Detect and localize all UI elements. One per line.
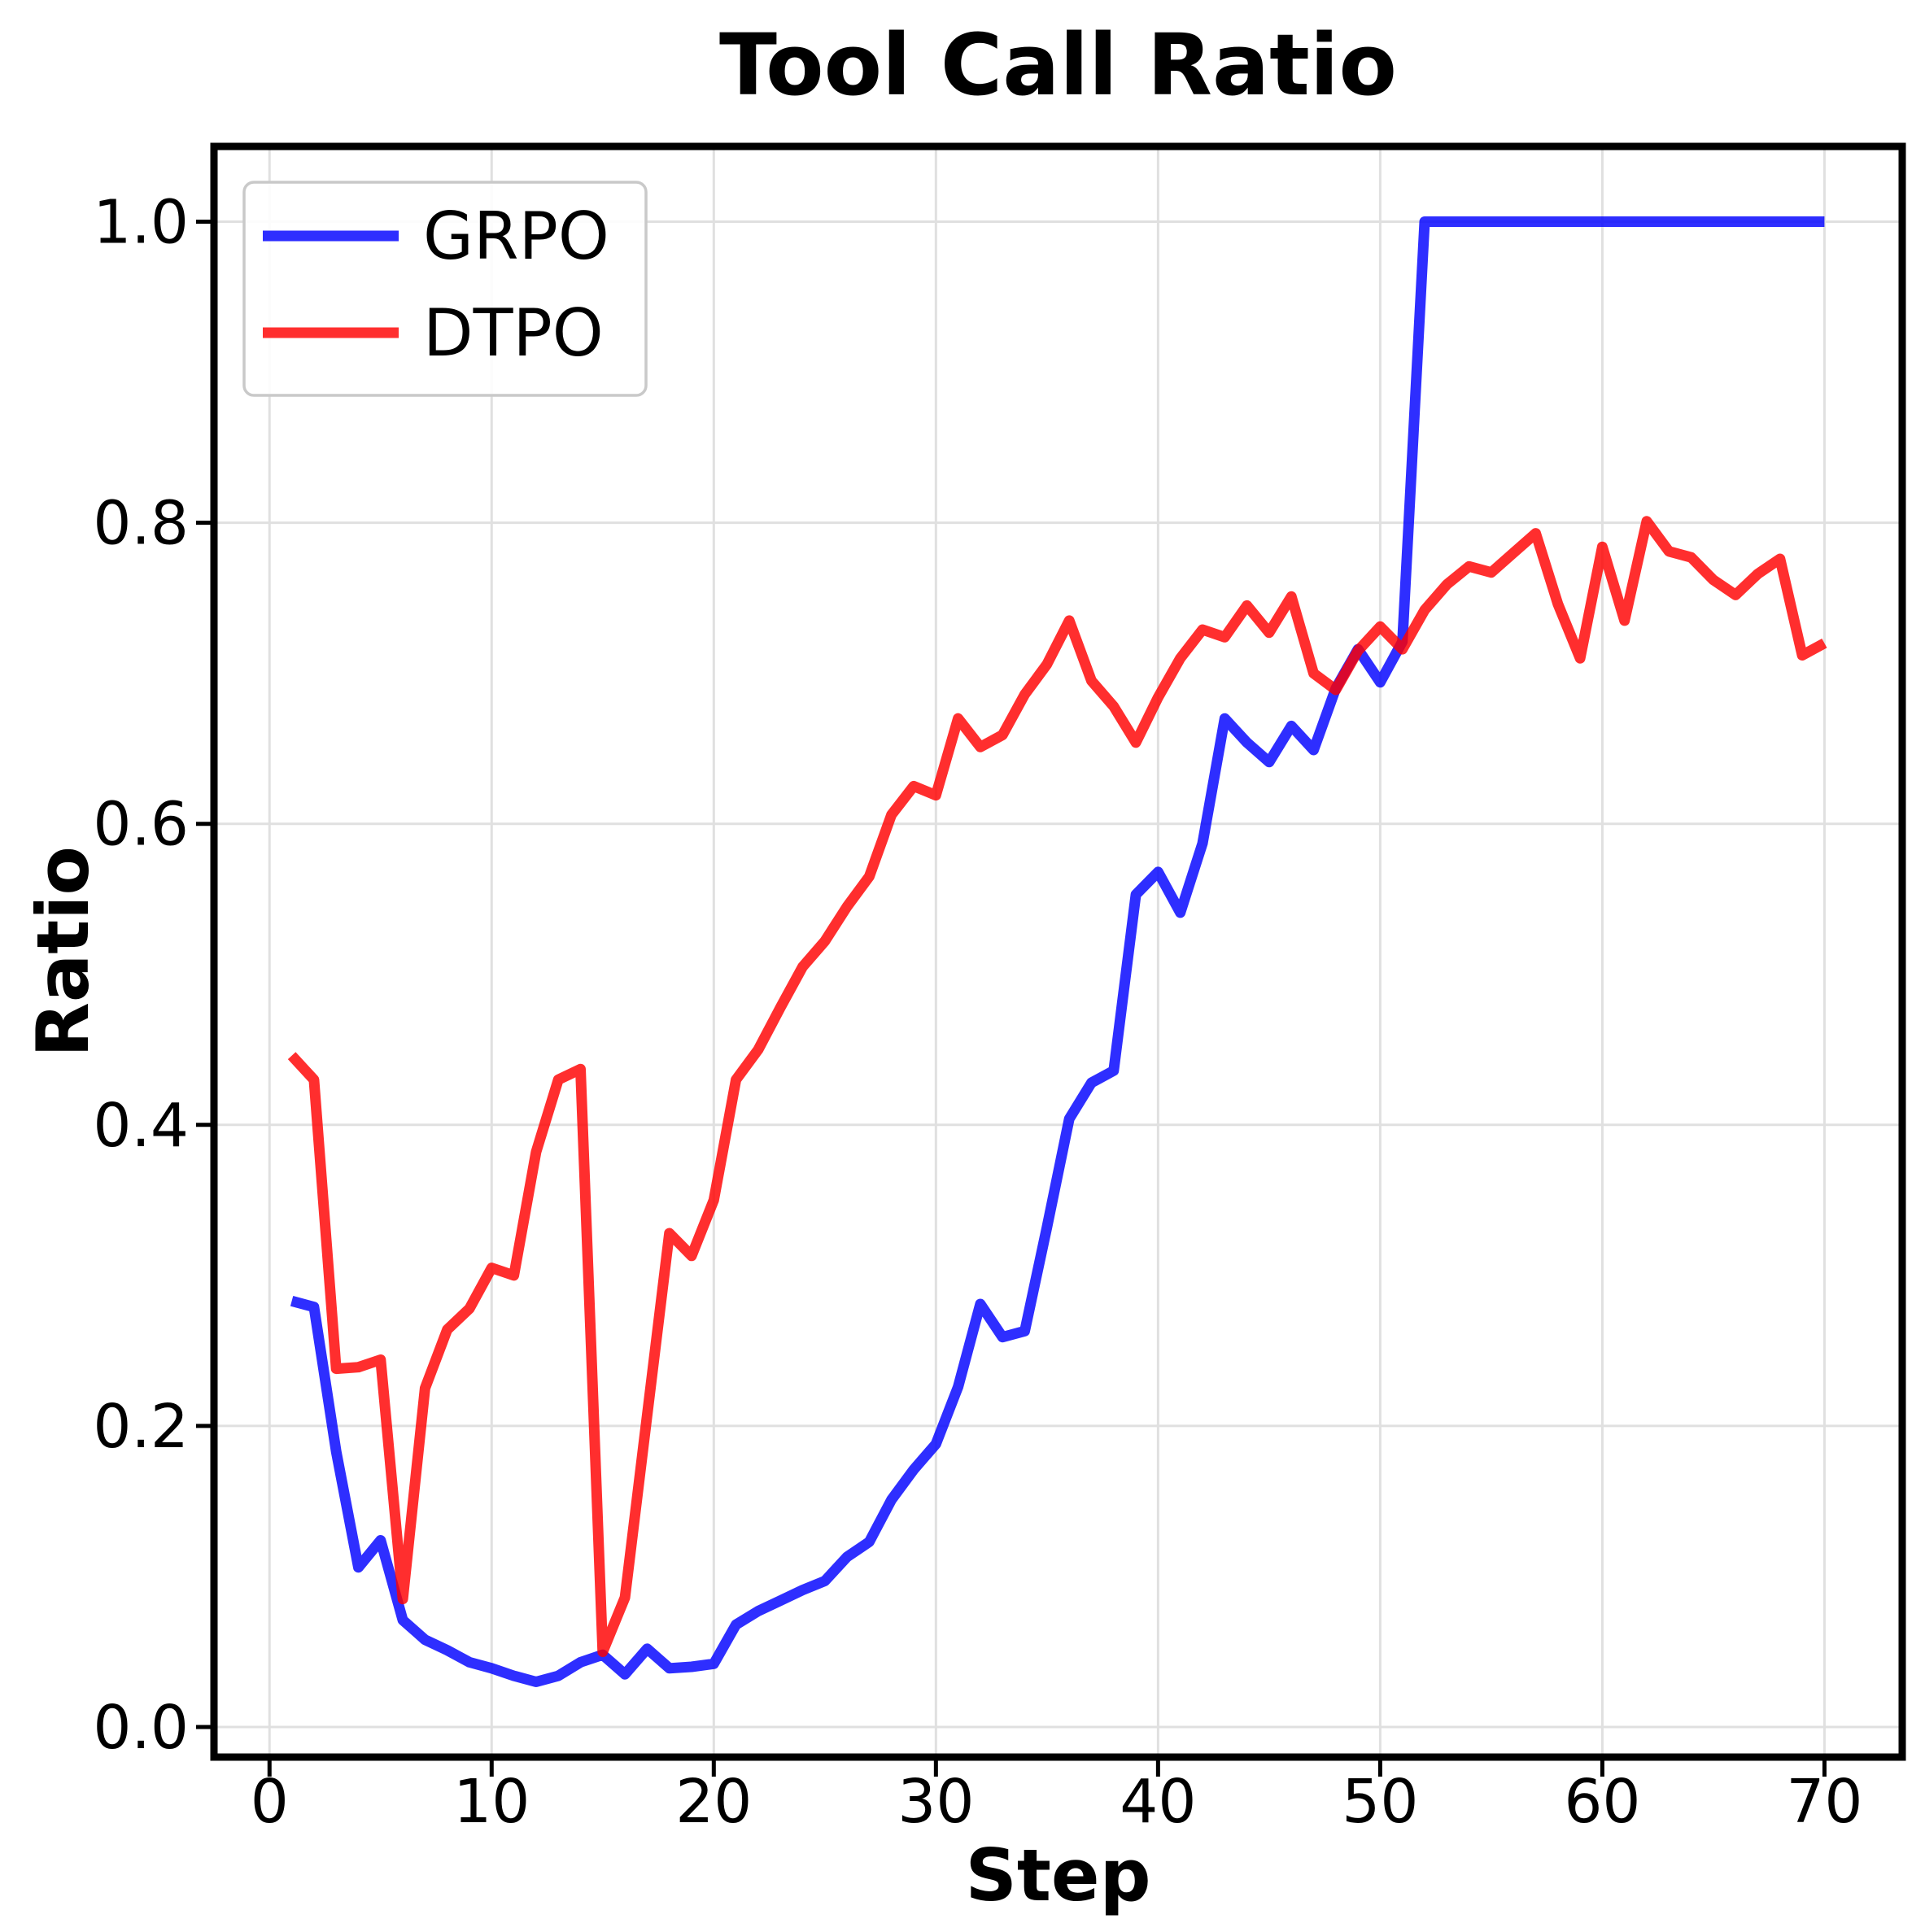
y-tick-label: 0.8 [93, 489, 189, 559]
y-tick-label: 0.2 [93, 1392, 189, 1462]
x-tick-label: 20 [675, 1767, 752, 1837]
x-tick-label: 60 [1564, 1767, 1640, 1837]
y-tick-label: 0.4 [93, 1091, 189, 1161]
x-tick-label: 10 [453, 1767, 530, 1837]
x-tick-label: 40 [1120, 1767, 1196, 1837]
x-tick-label: 30 [897, 1767, 974, 1837]
x-axis-label: Step [965, 1834, 1151, 1917]
y-tick-label: 1.0 [93, 188, 189, 258]
y-tick-label: 0.0 [93, 1693, 189, 1763]
legend-label-grpo: GRPO [423, 198, 609, 274]
y-axis-label: Ratio [21, 846, 105, 1058]
x-tick-label: 50 [1342, 1767, 1418, 1837]
axes-frame [210, 142, 1906, 1761]
legend-label-dtpo: DTPO [423, 295, 604, 371]
series-line-dtpo [287, 516, 1827, 1657]
y-tick-label: 0.6 [93, 790, 189, 860]
x-tick-label: 70 [1786, 1767, 1862, 1837]
series-line-grpo [290, 216, 1825, 1687]
x-tick-label: 0 [251, 1767, 289, 1837]
chart-title: Tool Call Ratio [719, 15, 1397, 115]
